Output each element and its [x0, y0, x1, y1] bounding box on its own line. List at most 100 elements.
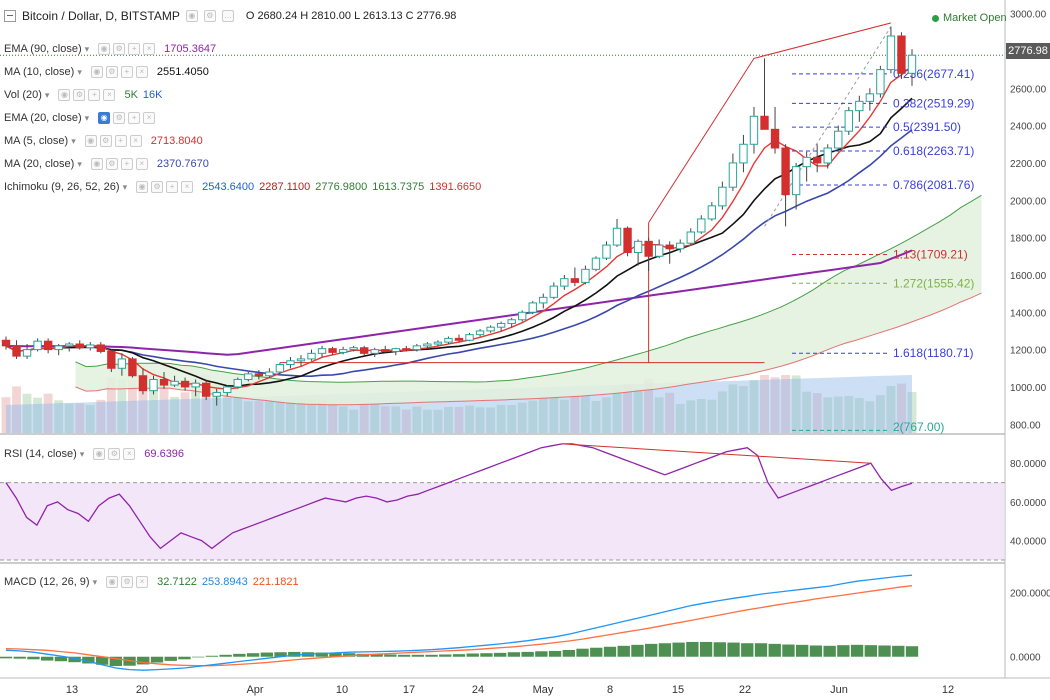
- indicator-value: 2543.6400: [202, 181, 255, 193]
- indicator-legend-row[interactable]: MA (20, close) ▾ ◉ ⚙ + × 2370.7670: [4, 156, 209, 172]
- macd-histogram-bar: [892, 645, 905, 657]
- chevron-down-icon[interactable]: ▾: [77, 158, 82, 169]
- eye-icon[interactable]: ◉: [90, 158, 103, 170]
- macd-histogram-bar: [370, 654, 383, 657]
- chevron-down-icon[interactable]: ▾: [84, 43, 90, 54]
- bullish-candle: [275, 364, 285, 373]
- settings-icon[interactable]: ⚙: [121, 576, 134, 588]
- volume-bar: [707, 399, 717, 433]
- rsi-tick-label: 60.0000: [1010, 498, 1047, 509]
- rsi-band: [0, 482, 1005, 560]
- volume-bar: [201, 375, 211, 433]
- macd-legend[interactable]: MACD (12, 26, 9) ▾ ◉ ⚙ × 32.7122 253.894…: [4, 574, 299, 590]
- volume-bar: [391, 406, 401, 433]
- volume-bars: [1, 375, 917, 433]
- time-tick-label: 17: [403, 684, 415, 696]
- eye-icon[interactable]: ◉: [106, 576, 119, 588]
- settings-icon[interactable]: ⚙: [105, 66, 118, 78]
- eye-icon[interactable]: ◉: [84, 135, 97, 147]
- ema90-line: [5, 249, 913, 356]
- eye-icon[interactable]: ◉: [136, 181, 149, 193]
- eye-icon[interactable]: ◉: [98, 43, 111, 55]
- chevron-down-icon[interactable]: ▾: [77, 66, 82, 77]
- candlesticks[interactable]: [1, 26, 917, 406]
- more-icon[interactable]: …: [221, 10, 234, 22]
- macd-histogram-bar: [796, 644, 809, 657]
- add-icon[interactable]: +: [114, 135, 127, 147]
- eye-icon[interactable]: ◉: [185, 10, 198, 22]
- indicator-legend-row[interactable]: Vol (20) ▾ ◉ ⚙ + × 5K 16K: [4, 87, 163, 103]
- close-icon[interactable]: ×: [143, 112, 156, 124]
- macd-histogram-bar: [397, 654, 411, 657]
- eye-icon[interactable]: ◉: [58, 89, 71, 101]
- status-dot-icon: [932, 14, 939, 22]
- bullish-candle: [244, 373, 253, 380]
- chevron-down-icon[interactable]: ▾: [122, 181, 128, 192]
- rsi-legend[interactable]: RSI (14, close) ▾ ◉ ⚙ × 69.6396: [4, 446, 184, 462]
- bullish-candle: [633, 240, 643, 254]
- indicator-legend-row[interactable]: MA (10, close) ▾ ◉ ⚙ + × 2551.4050: [4, 64, 209, 80]
- close-icon[interactable]: ×: [123, 448, 136, 460]
- macd-histogram-bar: [178, 656, 191, 660]
- chevron-down-icon[interactable]: ▾: [71, 135, 76, 146]
- chevron-down-icon[interactable]: ▾: [84, 112, 90, 123]
- macd-histogram-bar: [494, 652, 507, 657]
- eye-icon[interactable]: ◉: [98, 112, 111, 124]
- settings-icon[interactable]: ⚙: [203, 10, 216, 22]
- collapse-icon[interactable]: [4, 10, 16, 22]
- rsi-tick-label: 80.0000: [1010, 459, 1047, 470]
- bullish-candle: [591, 257, 601, 270]
- settings-icon[interactable]: ⚙: [151, 181, 164, 193]
- macd-histogram-bar: [219, 654, 232, 657]
- add-icon[interactable]: +: [166, 181, 179, 193]
- volume-bar: [54, 400, 64, 433]
- settings-icon[interactable]: ⚙: [105, 158, 118, 170]
- add-icon[interactable]: +: [120, 158, 133, 170]
- indicator-legend-row[interactable]: EMA (90, close) ▾ ◉ ⚙ + × 1705.3647: [4, 41, 216, 57]
- close-icon[interactable]: ×: [135, 66, 148, 78]
- indicator-legend-row[interactable]: EMA (20, close) ▾ ◉ ⚙ + ×: [4, 110, 156, 126]
- price-axis: 800.00 1000.00 1200.00 1400.00 1600.00 1800.0…: [1010, 10, 1047, 432]
- bullish-candle: [876, 69, 885, 95]
- indicator-legend-row[interactable]: Ichimoku (9, 26, 52, 26) ▾ ◉ ⚙ + × 2543.6400 22…: [4, 179, 481, 195]
- close-icon[interactable]: ×: [135, 158, 148, 170]
- volume-bar: [675, 403, 685, 433]
- indicator-value: 1705.3647: [164, 43, 217, 55]
- add-icon[interactable]: +: [128, 43, 141, 55]
- macd-histogram-bar: [329, 652, 342, 657]
- add-icon[interactable]: +: [88, 89, 101, 101]
- fib-level-label: 0.786(2081.76): [893, 178, 974, 192]
- settings-icon[interactable]: ⚙: [113, 112, 126, 124]
- indicator-legend-row[interactable]: MA (5, close) ▾ ◉ ⚙ + × 2713.8040: [4, 133, 203, 149]
- add-icon[interactable]: +: [120, 66, 133, 78]
- eye-icon[interactable]: ◉: [90, 66, 103, 78]
- ohlc-values: O 2680.24 H 2810.00 L 2613.13 C 2776.98: [245, 10, 457, 22]
- volume-bar: [64, 403, 74, 433]
- settings-icon[interactable]: ⚙: [108, 448, 121, 460]
- chevron-down-icon[interactable]: ▾: [44, 89, 50, 100]
- close-icon[interactable]: ×: [129, 135, 142, 147]
- add-icon[interactable]: +: [128, 112, 141, 124]
- settings-icon[interactable]: ⚙: [73, 89, 86, 101]
- settings-icon[interactable]: ⚙: [113, 43, 126, 55]
- volume-bar: [433, 409, 443, 433]
- close-icon[interactable]: ×: [103, 89, 116, 101]
- bullish-candle: [412, 345, 422, 351]
- close-icon[interactable]: ×: [181, 181, 194, 193]
- chevron-down-icon[interactable]: ▾: [92, 576, 98, 587]
- macd-histogram-bar: [768, 643, 781, 657]
- bullish-candle: [581, 268, 590, 283]
- volume-bar: [507, 405, 517, 433]
- chevron-down-icon[interactable]: ▾: [79, 448, 85, 459]
- bullish-candle: [718, 186, 727, 207]
- time-tick-label: 20: [136, 684, 148, 696]
- settings-icon[interactable]: ⚙: [99, 135, 112, 147]
- macd-histogram-bar: [850, 644, 864, 657]
- volume-bar: [739, 385, 748, 433]
- volume-bar: [665, 392, 675, 433]
- symbol-title[interactable]: Bitcoin / Dollar, D, BITSTAMP: [22, 9, 180, 23]
- close-icon[interactable]: ×: [143, 43, 156, 55]
- eye-icon[interactable]: ◉: [93, 448, 106, 460]
- close-icon[interactable]: ×: [136, 576, 149, 588]
